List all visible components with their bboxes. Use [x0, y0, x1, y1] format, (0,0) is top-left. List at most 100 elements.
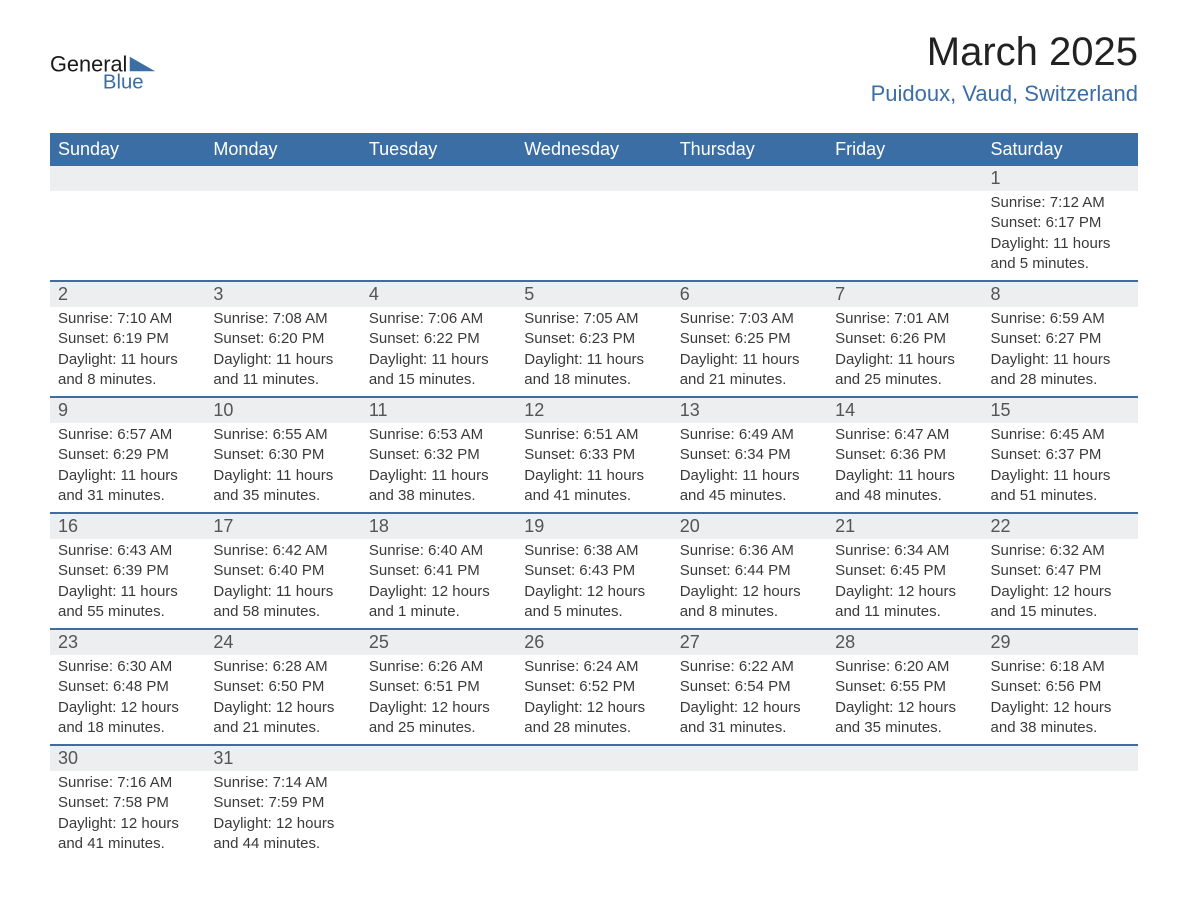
day-content: Sunrise: 6:38 AMSunset: 6:43 PMDaylight:…	[516, 539, 671, 628]
day-sunrise: Sunrise: 7:16 AM	[58, 773, 197, 793]
day-content: Sunrise: 6:51 AMSunset: 6:33 PMDaylight:…	[516, 423, 671, 512]
day-sunrise: Sunrise: 6:40 AM	[369, 541, 508, 561]
day-sunset: Sunset: 6:23 PM	[524, 329, 663, 349]
day-content-cell: Sunrise: 7:06 AMSunset: 6:22 PMDaylight:…	[361, 307, 516, 397]
day-content: Sunrise: 6:55 AMSunset: 6:30 PMDaylight:…	[205, 423, 360, 512]
day-sunset: Sunset: 6:47 PM	[991, 561, 1130, 581]
day-number: 8	[983, 282, 1138, 307]
day-content-cell: Sunrise: 7:05 AMSunset: 6:23 PMDaylight:…	[516, 307, 671, 397]
logo-word-blue: Blue	[103, 72, 144, 94]
day-number-cell: 7	[827, 281, 982, 307]
day-content: Sunrise: 7:08 AMSunset: 6:20 PMDaylight:…	[205, 307, 360, 396]
day-number: 17	[205, 514, 360, 539]
day-content: Sunrise: 6:32 AMSunset: 6:47 PMDaylight:…	[983, 539, 1138, 628]
day-number: 13	[672, 398, 827, 423]
day-number-cell: 16	[50, 513, 205, 539]
day-sunrise: Sunrise: 6:49 AM	[680, 425, 819, 445]
day-sunset: Sunset: 6:20 PM	[213, 329, 352, 349]
day-content: Sunrise: 7:03 AMSunset: 6:25 PMDaylight:…	[672, 307, 827, 396]
day-daylight: Daylight: 12 hours and 35 minutes.	[835, 698, 974, 739]
day-sunset: Sunset: 6:19 PM	[58, 329, 197, 349]
day-content-cell	[983, 771, 1138, 860]
day-sunrise: Sunrise: 6:20 AM	[835, 657, 974, 677]
day-daylight: Daylight: 11 hours and 38 minutes.	[369, 466, 508, 507]
day-daylight: Daylight: 11 hours and 25 minutes.	[835, 350, 974, 391]
day-sunset: Sunset: 6:34 PM	[680, 445, 819, 465]
day-daylight: Daylight: 11 hours and 15 minutes.	[369, 350, 508, 391]
day-number: 28	[827, 630, 982, 655]
day-number-cell	[672, 745, 827, 771]
day-daylight: Daylight: 12 hours and 31 minutes.	[680, 698, 819, 739]
day-sunset: Sunset: 6:56 PM	[991, 677, 1130, 697]
day-sunrise: Sunrise: 6:59 AM	[991, 309, 1130, 329]
day-number-cell: 27	[672, 629, 827, 655]
day-number-cell	[827, 166, 982, 191]
day-sunset: Sunset: 6:17 PM	[991, 213, 1130, 233]
day-number: 12	[516, 398, 671, 423]
day-sunset: Sunset: 6:27 PM	[991, 329, 1130, 349]
day-number: 3	[205, 282, 360, 307]
header-row: General Blue March 2025 Puidoux, Vaud, S…	[50, 30, 1138, 115]
day-number-cell: 4	[361, 281, 516, 307]
day-content-cell	[361, 191, 516, 281]
day-sunrise: Sunrise: 7:10 AM	[58, 309, 197, 329]
day-number: 29	[983, 630, 1138, 655]
day-content-cell: Sunrise: 6:24 AMSunset: 6:52 PMDaylight:…	[516, 655, 671, 745]
day-number-cell: 21	[827, 513, 982, 539]
day-content-cell: Sunrise: 6:53 AMSunset: 6:32 PMDaylight:…	[361, 423, 516, 513]
day-sunset: Sunset: 6:39 PM	[58, 561, 197, 581]
day-sunset: Sunset: 6:33 PM	[524, 445, 663, 465]
day-number-cell: 14	[827, 397, 982, 423]
day-number-cell	[983, 745, 1138, 771]
day-content: Sunrise: 6:42 AMSunset: 6:40 PMDaylight:…	[205, 539, 360, 628]
day-content-cell	[205, 191, 360, 281]
day-sunset: Sunset: 6:52 PM	[524, 677, 663, 697]
day-sunset: Sunset: 6:36 PM	[835, 445, 974, 465]
day-daylight: Daylight: 11 hours and 31 minutes.	[58, 466, 197, 507]
day-content: Sunrise: 6:43 AMSunset: 6:39 PMDaylight:…	[50, 539, 205, 628]
day-content-cell: Sunrise: 6:55 AMSunset: 6:30 PMDaylight:…	[205, 423, 360, 513]
day-content-cell: Sunrise: 6:26 AMSunset: 6:51 PMDaylight:…	[361, 655, 516, 745]
day-number-cell: 17	[205, 513, 360, 539]
day-sunset: Sunset: 6:55 PM	[835, 677, 974, 697]
location-subtitle: Puidoux, Vaud, Switzerland	[871, 81, 1138, 107]
day-number: 1	[983, 166, 1138, 191]
day-sunset: Sunset: 6:43 PM	[524, 561, 663, 581]
day-number-cell	[50, 166, 205, 191]
day-sunset: Sunset: 6:50 PM	[213, 677, 352, 697]
day-content: Sunrise: 7:01 AMSunset: 6:26 PMDaylight:…	[827, 307, 982, 396]
day-daylight: Daylight: 11 hours and 11 minutes.	[213, 350, 352, 391]
day-sunrise: Sunrise: 6:38 AM	[524, 541, 663, 561]
day-content-cell: Sunrise: 6:18 AMSunset: 6:56 PMDaylight:…	[983, 655, 1138, 745]
day-number-cell	[361, 166, 516, 191]
day-content: Sunrise: 6:36 AMSunset: 6:44 PMDaylight:…	[672, 539, 827, 628]
day-number: 9	[50, 398, 205, 423]
day-number: 24	[205, 630, 360, 655]
day-number: 10	[205, 398, 360, 423]
day-number-cell: 18	[361, 513, 516, 539]
day-content-cell	[50, 191, 205, 281]
day-sunrise: Sunrise: 7:05 AM	[524, 309, 663, 329]
day-number: 15	[983, 398, 1138, 423]
day-daylight: Daylight: 12 hours and 8 minutes.	[680, 582, 819, 623]
day-daylight: Daylight: 12 hours and 44 minutes.	[213, 814, 352, 855]
day-content-cell: Sunrise: 6:42 AMSunset: 6:40 PMDaylight:…	[205, 539, 360, 629]
day-content-cell: Sunrise: 7:16 AMSunset: 7:58 PMDaylight:…	[50, 771, 205, 860]
week-number-row: 1	[50, 166, 1138, 191]
day-content: Sunrise: 6:28 AMSunset: 6:50 PMDaylight:…	[205, 655, 360, 744]
day-number-cell: 13	[672, 397, 827, 423]
day-daylight: Daylight: 12 hours and 25 minutes.	[369, 698, 508, 739]
day-sunrise: Sunrise: 6:30 AM	[58, 657, 197, 677]
week-number-row: 3031	[50, 745, 1138, 771]
day-daylight: Daylight: 12 hours and 38 minutes.	[991, 698, 1130, 739]
day-sunrise: Sunrise: 6:57 AM	[58, 425, 197, 445]
day-sunrise: Sunrise: 6:28 AM	[213, 657, 352, 677]
weekday-header: Thursday	[672, 133, 827, 166]
day-content-cell	[827, 771, 982, 860]
day-sunrise: Sunrise: 6:36 AM	[680, 541, 819, 561]
day-content-cell: Sunrise: 6:38 AMSunset: 6:43 PMDaylight:…	[516, 539, 671, 629]
day-content-cell: Sunrise: 7:03 AMSunset: 6:25 PMDaylight:…	[672, 307, 827, 397]
day-sunrise: Sunrise: 6:22 AM	[680, 657, 819, 677]
day-sunrise: Sunrise: 7:14 AM	[213, 773, 352, 793]
day-content-cell: Sunrise: 7:08 AMSunset: 6:20 PMDaylight:…	[205, 307, 360, 397]
